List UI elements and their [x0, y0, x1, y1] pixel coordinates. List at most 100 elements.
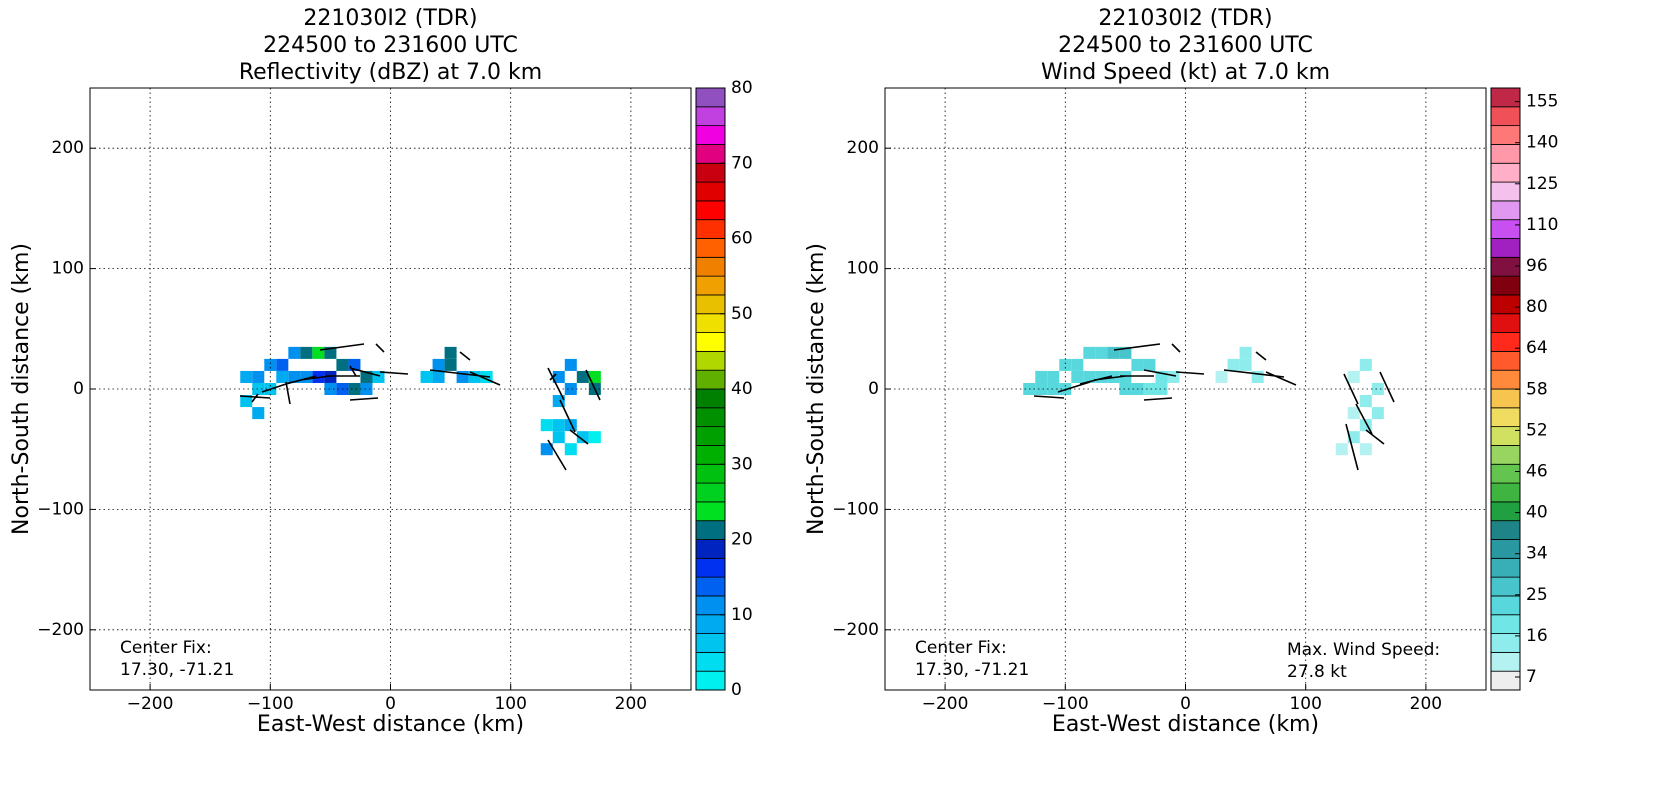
- colorbar-tick-label: 7: [1526, 667, 1537, 687]
- data-cell: [1359, 443, 1372, 456]
- colorbar-tick-label: 155: [1526, 92, 1558, 112]
- colorbar-bin: [695, 144, 726, 164]
- y-tick-label: 0: [73, 379, 84, 399]
- data-cell: [1347, 407, 1360, 420]
- plot-frame: [884, 87, 1487, 691]
- colorbar-bin: [1490, 350, 1521, 371]
- colorbar-bin: [1490, 426, 1521, 446]
- colorbar-bin: [695, 520, 726, 540]
- data-cell: [300, 346, 313, 359]
- colorbar-bin: [1490, 614, 1521, 634]
- data-cell: [360, 382, 373, 396]
- y-axis-label: North-South distance (km): [9, 243, 34, 535]
- colorbar-tick-label: 25: [1526, 585, 1548, 605]
- data-cell: [1167, 370, 1180, 383]
- data-cell: [564, 382, 577, 396]
- colorbar-bin: [695, 557, 726, 578]
- data-cell: [1119, 346, 1132, 359]
- colorbar-bin: [1490, 670, 1521, 691]
- colorbar-bin: [1490, 106, 1521, 127]
- colorbar-bin: [1490, 219, 1521, 239]
- data-cell: [1071, 370, 1084, 383]
- colorbar-bin: [695, 445, 726, 465]
- colorbar-bin: [695, 463, 726, 484]
- colorbar-bin: [1490, 369, 1521, 390]
- colorbar-tick-label: 46: [1526, 462, 1548, 482]
- colorbar-tick-label: 10: [731, 605, 753, 625]
- data-cell: [1107, 346, 1120, 359]
- colorbar-tick-label: 140: [1526, 133, 1558, 153]
- colorbar-bin: [1490, 445, 1521, 465]
- data-cell: [432, 358, 445, 371]
- data-cell: [1059, 358, 1072, 371]
- data-cell: [1239, 358, 1252, 371]
- y-tick-label: −200: [832, 620, 879, 640]
- colorbar-bin: [695, 407, 726, 428]
- data-cell: [1335, 443, 1348, 456]
- colorbar-bin: [1490, 520, 1521, 540]
- colorbar-bin: [695, 219, 726, 239]
- colorbar-bin: [695, 238, 726, 258]
- colorbar-bin: [695, 670, 726, 691]
- data-cell: [276, 358, 289, 371]
- data-cell: [552, 419, 565, 432]
- data-cell: [1131, 358, 1144, 371]
- colorbar-bin: [1490, 557, 1521, 578]
- data-cell: [1083, 346, 1096, 359]
- colorbar-bin: [695, 651, 726, 672]
- data-cell: [1143, 382, 1156, 396]
- data-cell: [1215, 370, 1228, 383]
- data-cell: [1071, 358, 1084, 371]
- colorbar-bin: [695, 501, 726, 522]
- data-cell: [444, 346, 457, 359]
- x-tick-label: 200: [615, 694, 647, 714]
- data-cell: [540, 419, 553, 432]
- colorbar-tick-label: 50: [731, 304, 753, 324]
- colorbar-bin: [695, 200, 726, 221]
- colorbar-tick-label: 16: [1526, 626, 1548, 646]
- annotation: Center Fix:: [915, 638, 1007, 658]
- wind-barbs: [239, 343, 1395, 471]
- chart-title: 221030I2 (TDR): [303, 6, 477, 31]
- colorbar-tick-label: 80: [731, 78, 753, 98]
- x-tick-label: −100: [247, 694, 294, 714]
- x-tick-label: 100: [494, 694, 526, 714]
- colorbar-bin: [695, 388, 726, 409]
- data-cell: [1047, 382, 1060, 396]
- data-cell: [444, 358, 457, 371]
- annotation: 17.30, -71.21: [120, 660, 234, 680]
- x-tick-label: 100: [1289, 694, 1321, 714]
- data-cell: [1227, 358, 1240, 371]
- annotation: Center Fix:: [120, 638, 212, 658]
- colorbar-bin: [695, 614, 726, 634]
- data-cell: [372, 370, 385, 383]
- data-cell: [1047, 370, 1060, 383]
- data-cell: [252, 370, 265, 383]
- data-cell: [252, 382, 265, 396]
- data-cell: [1119, 382, 1132, 396]
- chart-title: Wind Speed (kt) at 7.0 km: [1041, 60, 1330, 85]
- annotation: Max. Wind Speed:: [1287, 640, 1440, 660]
- colorbar-bin: [695, 162, 726, 183]
- data-cell: [264, 358, 277, 371]
- x-axis-label: East-West distance (km): [1052, 712, 1319, 737]
- colorbar-bin: [1490, 294, 1521, 315]
- colorbar-bin: [1490, 482, 1521, 503]
- colorbar-tick-label: 64: [1526, 338, 1548, 358]
- colorbar-bin: [1490, 256, 1521, 277]
- data-cell: [576, 370, 589, 383]
- x-axis-label: East-West distance (km): [257, 712, 524, 737]
- data-cell: [588, 431, 601, 444]
- data-cell: [1155, 382, 1168, 396]
- x-tick-label: 0: [1180, 694, 1191, 714]
- colorbar-tick-label: 60: [731, 229, 753, 249]
- data-cell: [324, 370, 337, 383]
- y-tick-label: 200: [52, 138, 84, 158]
- colorbar-bin: [1490, 501, 1521, 522]
- colorbar-bin: [695, 633, 726, 653]
- colorbar-tick-label: 125: [1526, 174, 1558, 194]
- annotation: 17.30, -71.21: [915, 660, 1029, 680]
- data-cell: [576, 431, 589, 444]
- colorbar-tick-label: 40: [1526, 503, 1548, 523]
